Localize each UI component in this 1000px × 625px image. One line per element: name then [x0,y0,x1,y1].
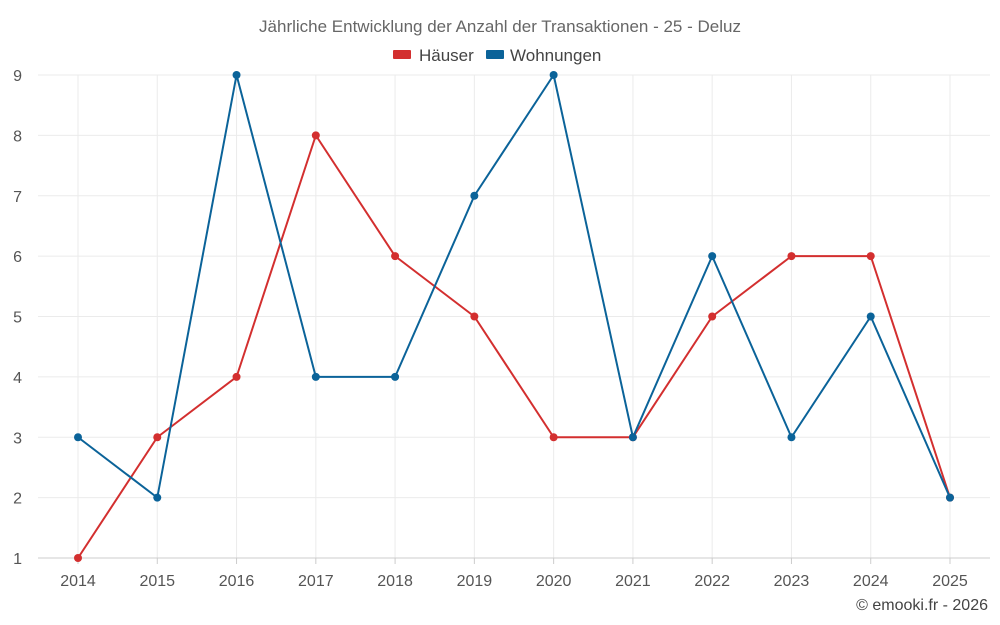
y-axis-tick-labels: 1 2 3 4 5 6 7 8 9 [13,68,22,568]
x-tick-label: 2020 [536,573,572,590]
data-point[interactable] [153,433,162,442]
y-tick-label: 6 [13,249,22,266]
y-tick-label: 9 [13,68,22,85]
grid-lines [38,74,990,558]
x-tick-label: 2025 [932,573,968,590]
data-point[interactable] [708,312,717,321]
data-point[interactable] [470,312,479,321]
data-point[interactable] [153,493,162,502]
data-point[interactable] [628,433,637,442]
data-point[interactable] [549,433,558,442]
data-point[interactable] [549,71,558,79]
legend-swatch-wohnungen [486,50,504,59]
data-point[interactable] [232,71,241,79]
copyright-credit: © emooki.fr - 2026 [856,597,988,614]
y-tick-label: 5 [13,310,22,327]
y-tick-label: 2 [13,491,22,508]
legend-label-wohnungen[interactable]: Wohnungen [510,46,601,65]
data-point[interactable] [74,554,82,562]
data-point[interactable] [74,433,82,442]
data-point[interactable] [311,372,320,381]
series-wohnungen [74,71,954,502]
legend-swatch-haeuser [393,50,411,59]
data-point[interactable] [708,252,717,261]
data-series [74,71,954,562]
data-point[interactable] [787,252,796,261]
y-tick-label: 3 [13,430,22,447]
data-point[interactable] [311,131,320,140]
series-line [77,134,951,559]
x-tick-label: 2016 [219,573,255,590]
axis-lines [38,557,990,564]
x-tick-label: 2015 [139,573,175,590]
x-tick-label: 2022 [694,573,730,590]
x-tick-label: 2024 [853,573,889,590]
x-axis-tick-labels: 2014 2015 2016 2017 2018 2019 2020 2021 2022 2023… [60,573,968,590]
data-point[interactable] [391,372,400,381]
data-point[interactable] [391,252,400,261]
x-tick-label: 2019 [457,573,493,590]
x-tick-label: 2021 [615,573,651,590]
x-tick-label: 2023 [774,573,810,590]
y-tick-label: 4 [13,370,22,387]
data-point[interactable] [787,433,796,442]
data-point[interactable] [866,312,875,321]
y-tick-label: 1 [13,551,22,568]
y-tick-label: 7 [13,189,22,206]
data-point[interactable] [946,493,954,502]
chart-title: Jährliche Entwicklung der Anzahl der Tra… [259,17,741,36]
data-point[interactable] [866,252,875,261]
y-tick-label: 8 [13,128,22,145]
x-tick-label: 2017 [298,573,334,590]
data-point[interactable] [232,372,241,381]
data-point[interactable] [470,191,479,200]
legend: Häuser Wohnungen [393,46,601,65]
x-tick-label: 2014 [60,573,96,590]
series-line [77,74,951,499]
x-tick-label: 2018 [377,573,413,590]
legend-label-haeuser[interactable]: Häuser [419,46,474,65]
